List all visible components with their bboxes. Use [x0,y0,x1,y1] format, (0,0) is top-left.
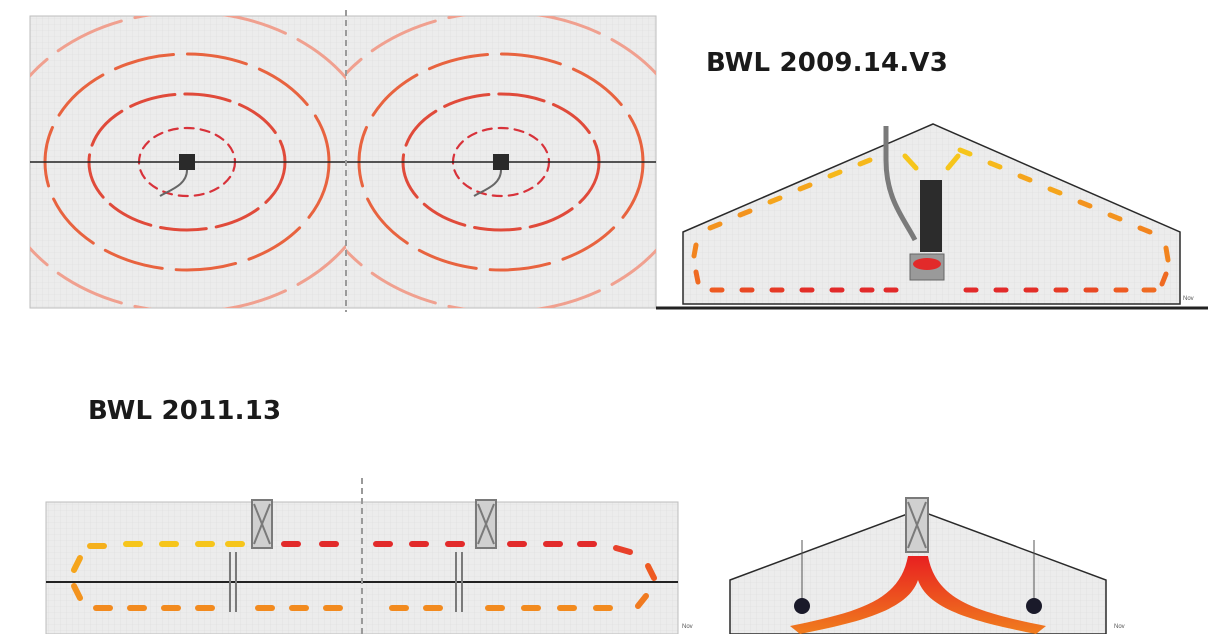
airflow-arrows-loop-top [87,541,657,581]
plan-view-top [29,10,657,312]
heater-unit-icon [159,154,195,197]
warm-air-plume [790,556,1046,634]
scale-label: Nov [1114,624,1125,630]
heater-unit-icon [229,499,497,612]
fan-icon [794,540,1042,614]
cross-section-top: Nov [656,123,1208,310]
scale-label: Nov [682,624,693,630]
heater-unit-icon [905,497,929,553]
plan-view-bottom: Nov [45,478,693,634]
heater-unit-icon [473,154,509,197]
airflow-arrows-loop-bottom [71,555,649,611]
airflow-arrows-top-peak [902,153,961,171]
airflow-arrows-roof-left [691,157,873,285]
duct-icon [883,126,918,242]
cross-section-bottom: Nov [729,497,1125,634]
airflow-arrows-roof-right [957,147,1171,287]
diagram-title-top: BWL 2009.14.V3 [706,48,949,78]
diagram-title-bottom: BWL 2011.13 [88,396,282,426]
heater-unit-icon [920,180,942,252]
scale-label: Nov [1183,296,1194,302]
